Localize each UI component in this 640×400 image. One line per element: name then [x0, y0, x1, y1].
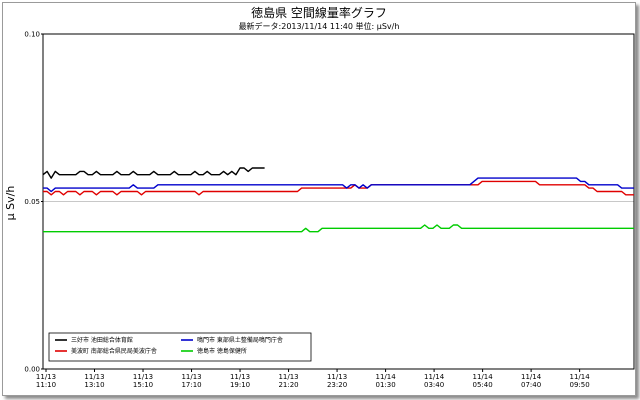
legend-label: 美波町 南部総合県民局美波庁舎	[71, 347, 157, 355]
series-layer	[42, 167, 634, 233]
y-tick-label: 0.00	[24, 366, 40, 374]
series-line-2	[43, 180, 634, 196]
series-line-3	[43, 177, 634, 193]
series-line-4	[43, 224, 634, 233]
legend-box	[48, 332, 312, 362]
x-tick-label-date: 11/13	[36, 373, 56, 381]
y-tick-label: 0.05	[24, 198, 40, 206]
y-tick-label: 0.10	[24, 31, 40, 39]
radiation-dose-rate-chart: 徳島県 空間線量率グラフ 最新データ:2013/11/14 11:40 単位: …	[4, 5, 635, 389]
x-tick-label-date: 11/13	[181, 373, 201, 381]
x-tick-label-time: 19:10	[230, 381, 250, 389]
legend-label: 鳴門市 東部県土整備局鳴門庁舎	[197, 336, 283, 344]
x-tick-label-date: 11/14	[570, 373, 591, 381]
x-tick-label-time: 17:10	[181, 381, 201, 389]
legend-label: 三好市 池田総合体育館	[71, 336, 133, 344]
x-tick-label-date: 11/14	[521, 373, 542, 381]
x-tick-label-date: 11/13	[278, 373, 298, 381]
chart-frame: 徳島県 空間線量率グラフ 最新データ:2013/11/14 11:40 単位: …	[2, 2, 636, 396]
x-tick-label-time: 03:40	[424, 381, 444, 389]
x-tick-label-time: 21:20	[278, 381, 298, 389]
legend-label: 徳島市 徳島保健所	[197, 347, 247, 355]
x-tick-label-time: 05:40	[473, 381, 493, 389]
x-tick-label-date: 11/13	[327, 373, 347, 381]
x-tick-label-date: 11/13	[84, 373, 104, 381]
x-tick-label-time: 07:40	[521, 381, 541, 389]
x-tick-label-date: 11/14	[424, 373, 445, 381]
x-tick-label-date: 11/14	[375, 373, 396, 381]
x-tick-label-date: 11/14	[473, 373, 494, 381]
chart-subtitle: 最新データ:2013/11/14 11:40 単位: μSv/h	[239, 21, 400, 31]
x-tick-label-date: 11/13	[133, 373, 153, 381]
series-line-1	[42, 167, 265, 179]
x-tick-label-time: 09:50	[570, 381, 590, 389]
x-tick-label-time: 11:10	[36, 381, 56, 389]
x-tick-label-time: 23:20	[327, 381, 347, 389]
x-tick-label-time: 15:10	[133, 381, 153, 389]
y-axis-label: μ Sv/h	[4, 186, 17, 221]
x-tick-label-date: 11/13	[230, 373, 250, 381]
axis-layer: 0.000.050.1011/1311:1011/1313:1011/1315:…	[24, 31, 635, 389]
x-tick-label-time: 13:10	[84, 381, 104, 389]
x-tick-label-time: 01:30	[375, 381, 395, 389]
chart-title: 徳島県 空間線量率グラフ	[251, 5, 387, 20]
